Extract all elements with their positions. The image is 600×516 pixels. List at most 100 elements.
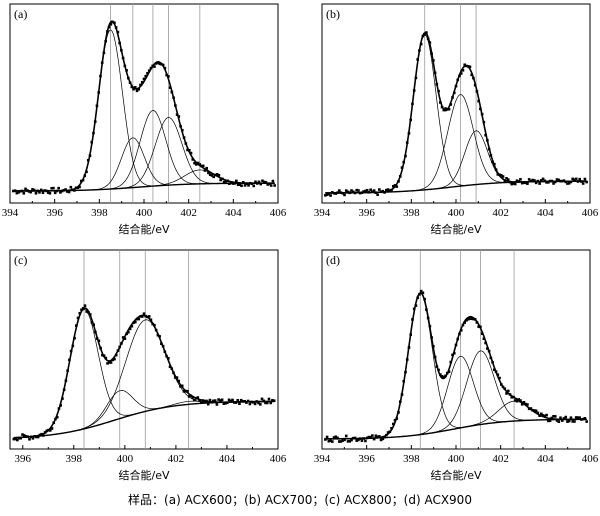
data-point [198,399,201,402]
data-point [519,178,522,181]
data-point [88,313,92,316]
data-point [140,80,144,84]
data-point [127,330,130,334]
data-point [229,181,233,184]
data-point [447,107,451,111]
figure-caption: 样品：(a) ACX600；(b) ACX700；(c) ACX800；(d) … [128,493,472,507]
data-point [529,179,533,183]
data-point [451,96,454,99]
data-point [402,160,406,164]
data-point [139,83,142,87]
data-point [53,191,57,195]
data-point [388,430,392,434]
data-point [409,333,413,336]
x-tick-label: 402 [180,207,197,219]
data-point [365,188,369,192]
data-point [118,345,121,349]
data-point [578,416,581,419]
data-point [531,408,534,412]
data-point [562,417,566,420]
x-tick-label: 396 [358,453,375,465]
data-point [71,188,74,192]
data-point [163,350,167,354]
data-point [42,434,45,437]
data-point [489,356,493,360]
data-point [449,103,453,106]
data-point [357,438,360,442]
data-point [348,191,352,195]
data-point [442,108,446,112]
data-point [379,190,383,194]
data-point [170,90,174,94]
data-point [477,325,480,328]
data-point [255,182,259,185]
data-point [240,184,243,188]
component-peak [325,34,587,194]
component-peak [325,292,587,440]
data-point [517,398,521,401]
data-point [459,329,463,332]
data-point [111,20,114,24]
data-point [496,173,500,176]
data-point [31,188,34,191]
data-point [395,185,399,188]
data-point [196,396,200,399]
data-point [252,184,256,188]
data-point [332,191,336,195]
data-point [135,89,139,93]
data-point [428,41,432,44]
data-point [374,191,378,194]
data-point [571,177,575,181]
data-point [499,383,503,386]
data-point [573,420,576,423]
data-point [341,439,345,442]
data-point [130,85,134,89]
data-point [246,399,250,403]
x-axis-title: 结合能/eV [431,222,482,236]
data-point [562,179,566,182]
data-point [553,415,557,418]
data-point [468,65,472,69]
x-tick-label: 402 [168,453,185,465]
data-point [238,183,242,187]
data-point [358,437,362,440]
data-point [376,435,379,439]
data-point [252,401,255,404]
data-point [243,184,247,187]
data-point [503,387,507,390]
data-point [86,158,90,162]
data-point [245,182,249,185]
data-point [12,437,16,441]
x-tick-label: 398 [66,453,83,465]
data-point [38,191,41,194]
data-point [437,368,440,372]
data-point [343,193,346,197]
data-point [520,403,524,406]
data-point [161,63,165,67]
data-point [491,360,494,364]
data-point [381,437,385,441]
data-point [583,177,587,181]
data-point [404,370,407,374]
data-point [547,419,550,423]
data-point [385,433,388,437]
component-peak [325,350,587,440]
data-point [411,318,414,321]
data-point [564,415,568,419]
data-point [351,190,355,194]
data-point [106,30,109,33]
data-point [248,181,252,185]
data-point [245,401,248,404]
data-point [83,174,87,178]
data-point [494,370,498,373]
data-point [534,181,538,185]
data-point [208,398,212,402]
data-point [435,365,439,368]
data-point [57,186,60,190]
data-point [337,440,341,443]
data-point [191,396,194,399]
data-point [585,180,588,184]
data-point [555,419,559,422]
data-point [170,367,174,370]
